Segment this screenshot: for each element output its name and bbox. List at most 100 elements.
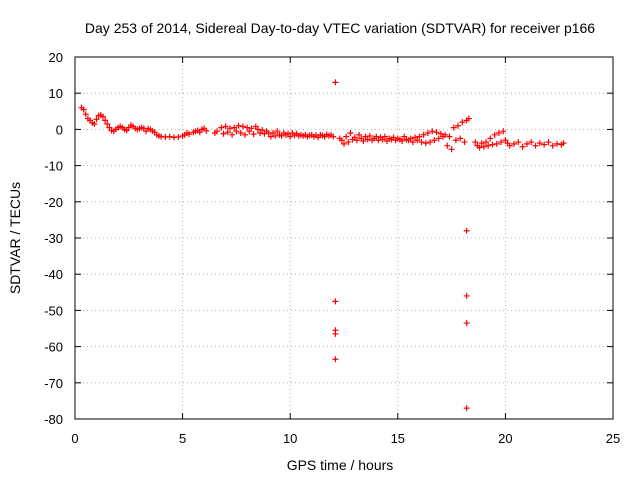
data-point-0-161 <box>450 124 457 131</box>
x-tick-label-3: 15 <box>391 431 405 446</box>
data-point-0-196 <box>554 140 561 147</box>
data-point-0-52 <box>203 127 210 134</box>
chart-title: Day 253 of 2014, Sidereal Day-to-day VTE… <box>85 20 595 36</box>
data-point-0-165 <box>459 119 466 126</box>
data-point-0-203 <box>332 356 339 363</box>
data-point-0-87 <box>287 133 294 140</box>
data-point-0-192 <box>536 140 543 147</box>
data-point-0-121 <box>364 136 371 143</box>
data-point-0-146 <box>418 139 425 146</box>
data-point-0-154 <box>435 135 442 142</box>
data-point-0-193 <box>541 141 548 148</box>
data-point-0-172 <box>478 140 485 147</box>
data-point-0-159 <box>446 133 453 140</box>
data-point-0-119 <box>360 137 367 144</box>
data-point-0-116 <box>353 137 360 144</box>
data-point-0-182 <box>500 128 507 135</box>
data-point-0-78 <box>267 133 274 140</box>
x-tick-label-1: 5 <box>179 431 186 446</box>
data-point-0-174 <box>483 139 490 146</box>
data-point-0-168 <box>465 115 472 122</box>
data-point-0-54 <box>214 128 221 135</box>
y-tick-label-5: -30 <box>44 231 63 246</box>
data-point-0-110 <box>341 140 347 147</box>
data-point-0-179 <box>493 140 500 147</box>
data-point-0-64 <box>237 130 244 137</box>
data-point-0-56 <box>220 130 227 137</box>
y-tick-label-7: -50 <box>44 303 63 318</box>
y-tick-label-0: 20 <box>49 50 63 65</box>
data-point-0-67 <box>244 124 251 131</box>
data-point-0-173 <box>480 143 487 150</box>
x-tick-label-2: 10 <box>283 431 297 446</box>
data-point-0-45 <box>186 131 193 138</box>
data-point-0-206 <box>463 320 470 327</box>
x-axis-ticks: 0 5 10 15 20 25 <box>71 57 620 446</box>
data-point-0-176 <box>487 135 494 142</box>
data-point-0-144 <box>414 137 421 144</box>
grid-lines <box>75 57 613 419</box>
data-point-0-200 <box>332 298 339 305</box>
y-axis-label: SDTVAR / TECUs <box>7 182 23 294</box>
data-point-0-181 <box>498 139 505 146</box>
y-tick-label-6: -40 <box>44 267 63 282</box>
data-point-0-190 <box>528 139 535 146</box>
data-point-0-81 <box>274 128 281 135</box>
data-point-0-149 <box>424 130 431 137</box>
data-point-0-195 <box>549 142 556 149</box>
x-tick-label-4: 20 <box>498 431 512 446</box>
data-point-0-185 <box>506 142 513 149</box>
data-point-0-57 <box>222 123 229 130</box>
data-points <box>78 79 567 412</box>
data-point-0-180 <box>495 130 502 137</box>
data-point-0-141 <box>407 135 414 142</box>
data-point-0-129 <box>381 133 388 140</box>
data-point-0-166 <box>461 139 468 146</box>
data-point-0-191 <box>532 142 539 149</box>
data-point-0-199 <box>332 79 339 86</box>
data-point-0-59 <box>226 125 233 132</box>
data-point-0-175 <box>485 142 492 149</box>
data-point-0-112 <box>345 139 352 146</box>
x-axis-label: GPS time / hours <box>287 457 394 473</box>
data-point-0-7 <box>93 116 100 123</box>
data-point-0-186 <box>511 140 518 147</box>
data-point-0-171 <box>476 144 483 151</box>
data-point-0-204 <box>463 227 470 234</box>
data-point-0-70 <box>250 131 257 138</box>
data-point-0-189 <box>523 140 530 147</box>
data-point-0-169 <box>472 139 479 146</box>
data-point-0-207 <box>463 405 470 412</box>
y-tick-label-4: -20 <box>44 195 63 210</box>
data-point-0-117 <box>356 131 363 138</box>
data-point-0-153 <box>433 129 440 136</box>
data-point-0-66 <box>242 131 249 138</box>
data-point-0-125 <box>373 133 380 140</box>
data-point-0-160 <box>448 146 455 153</box>
data-point-0-63 <box>235 122 242 129</box>
y-tick-label-1: 10 <box>49 86 63 101</box>
data-point-0-145 <box>416 133 423 140</box>
data-point-0-1 <box>80 106 87 113</box>
data-point-0-202 <box>332 330 339 337</box>
data-point-0-188 <box>519 143 526 150</box>
data-point-0-205 <box>463 292 470 299</box>
data-point-0-151 <box>429 128 436 135</box>
data-point-0-60 <box>229 131 236 138</box>
data-point-0-41 <box>175 134 182 141</box>
data-point-0-158 <box>444 142 451 149</box>
data-point-0-58 <box>224 129 231 136</box>
data-point-0-107 <box>330 133 337 140</box>
data-point-0-198 <box>560 140 567 147</box>
data-point-0-157 <box>442 131 449 138</box>
data-point-0-150 <box>427 139 434 146</box>
data-point-0-55 <box>218 124 225 131</box>
data-point-0-69 <box>248 125 255 132</box>
data-point-0-147 <box>420 131 427 138</box>
y-tick-label-2: 0 <box>56 122 63 137</box>
data-point-0-2 <box>82 111 89 118</box>
data-point-0-39 <box>166 133 173 140</box>
data-point-0-61 <box>231 124 238 131</box>
data-point-0-194 <box>545 139 552 146</box>
